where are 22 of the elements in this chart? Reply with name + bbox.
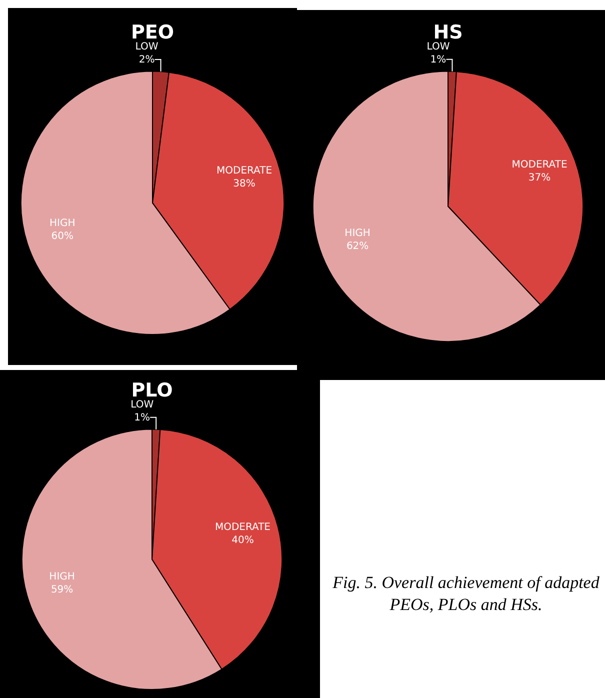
- chart-title: PLO: [131, 379, 173, 402]
- slice-label: HIGH: [344, 228, 370, 240]
- slice-label: HIGH: [49, 572, 75, 583]
- slice-label: LOW: [130, 399, 154, 410]
- slice-label: LOW: [135, 42, 158, 53]
- chart-title: HS: [433, 21, 463, 44]
- data-label: 2%: [138, 54, 155, 66]
- slice-label: LOW: [426, 41, 450, 52]
- slice-label: HIGH: [50, 218, 76, 230]
- caption: Fig. 5. Overall achievement of adapted PEOs, PLOs and HSs.: [332, 572, 600, 616]
- data-label: 1%: [134, 412, 150, 424]
- slice-label: MODERATE: [512, 159, 568, 170]
- slice-label: MODERATE: [214, 522, 271, 534]
- data-label: 1%: [430, 54, 446, 66]
- data-label: 40%: [232, 535, 254, 546]
- slice-label: MODERATE: [216, 165, 272, 176]
- data-label: 60%: [51, 231, 74, 242]
- data-label: 59%: [50, 584, 74, 596]
- chart-title: PEO: [130, 21, 174, 44]
- data-label: 37%: [528, 172, 551, 184]
- data-label: 62%: [346, 241, 369, 252]
- data-label: 38%: [233, 178, 256, 190]
